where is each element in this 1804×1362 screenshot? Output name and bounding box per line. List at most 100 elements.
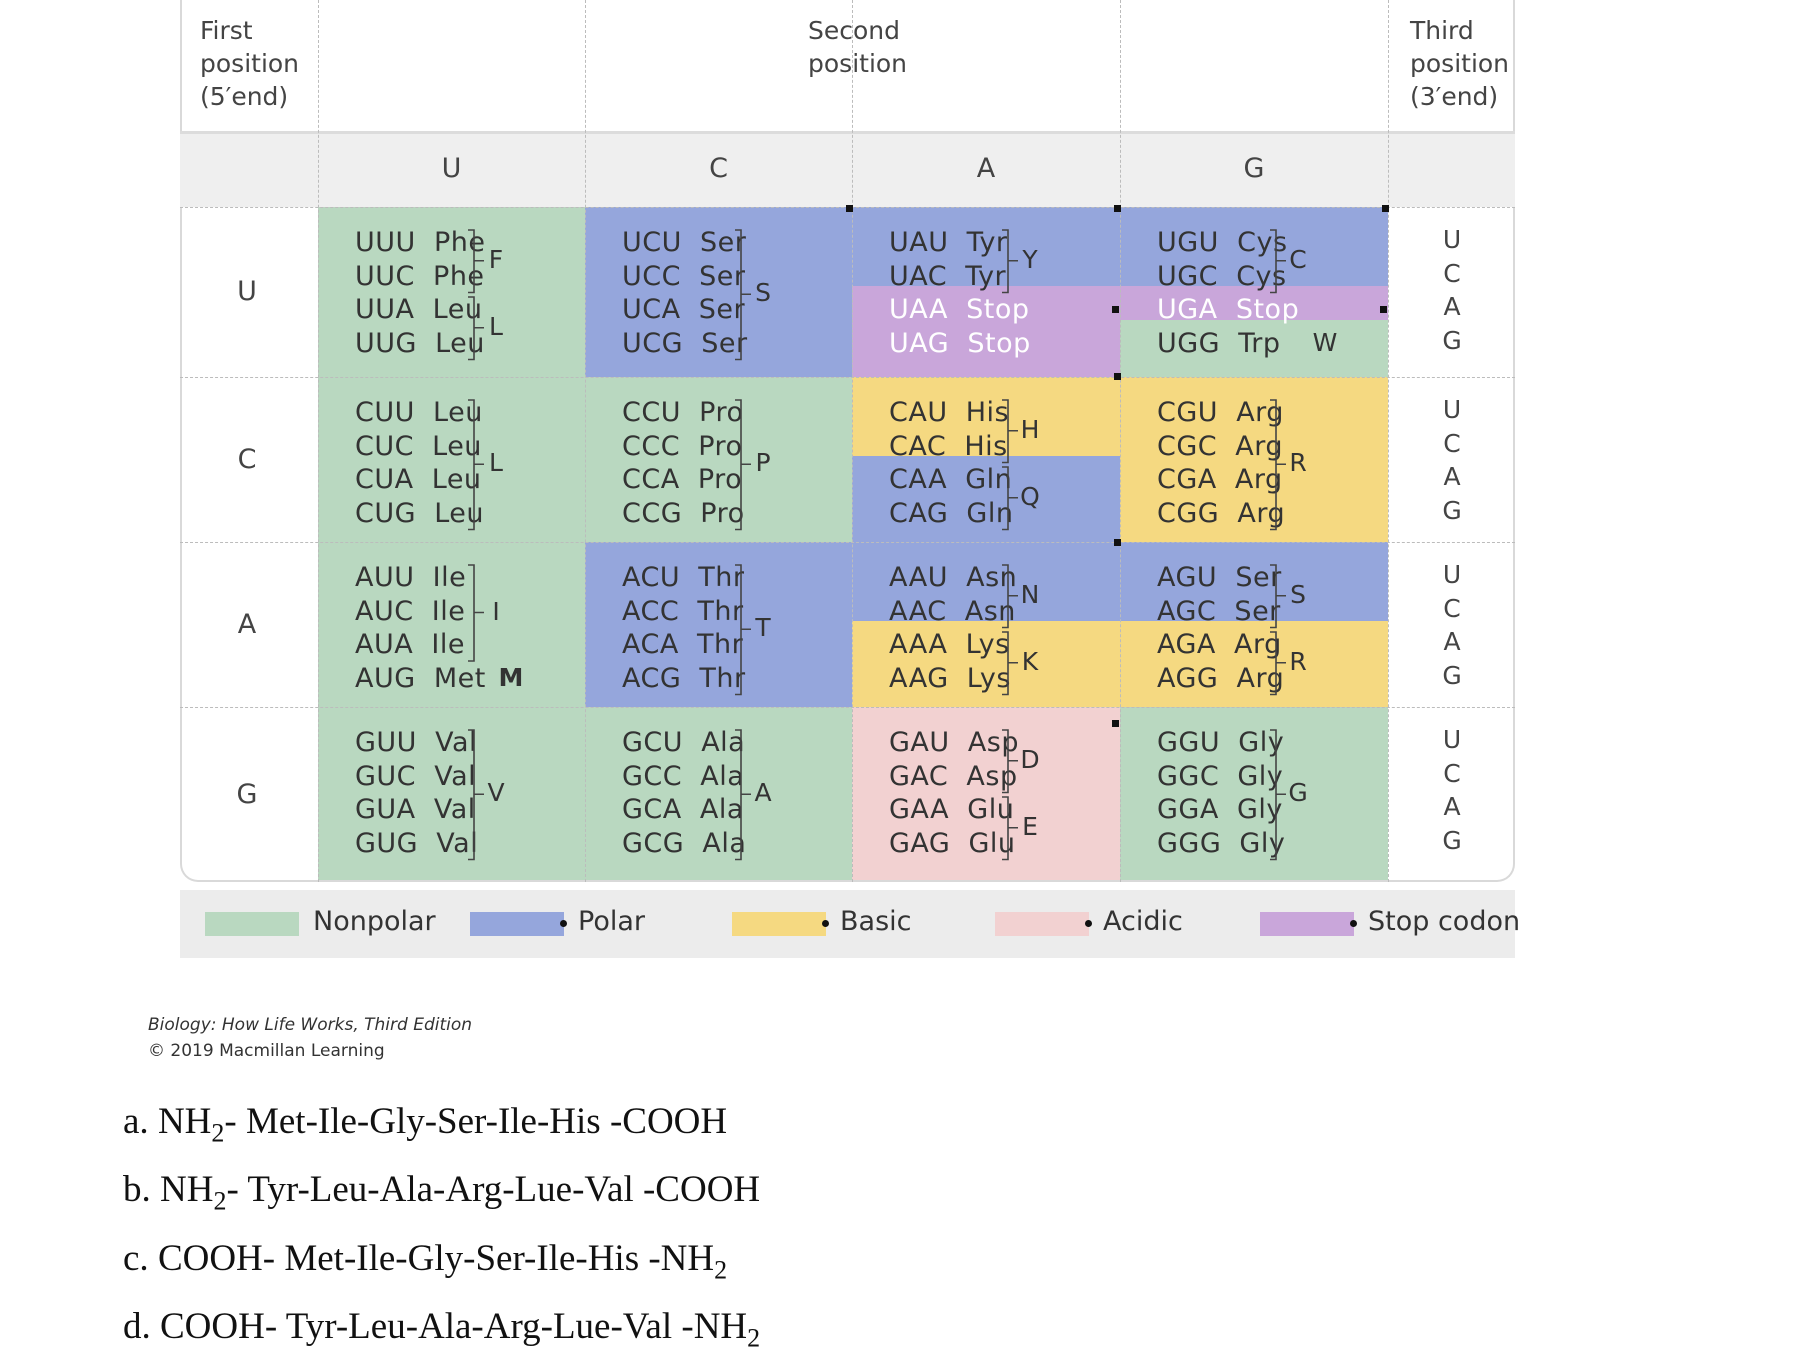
- first-position-u: U: [237, 276, 257, 307]
- option-separator: -: [264, 1306, 286, 1347]
- codon-acc: ACC Thr: [622, 595, 744, 627]
- color-block-polar: [585, 207, 852, 377]
- codon-ucg: UCG Ser: [622, 327, 748, 359]
- amino-acid-letter: N: [1020, 579, 1040, 609]
- codon-ucc: UCC Ser: [622, 260, 746, 292]
- codon-cuu: CUU Leu: [355, 397, 483, 428]
- third-position-g: G: [1442, 660, 1462, 690]
- color-block-nonpolar: [1120, 320, 1388, 377]
- option-end-terminus: -NH: [639, 1238, 715, 1279]
- brace-bracket: [1002, 229, 1018, 294]
- option-end-terminus: -COOH: [600, 1101, 728, 1142]
- codon-gug: GUG Val: [355, 827, 479, 859]
- third-position-c: C: [1443, 758, 1461, 788]
- first-position-a: A: [237, 608, 257, 640]
- column-header-band: [180, 132, 1515, 207]
- codon-gac: GAC Asp: [889, 760, 1018, 792]
- first-position-g: G: [236, 778, 258, 810]
- codon-uaa: UAA Stop: [889, 294, 1030, 325]
- codon-cgc: CGC Arg: [1157, 430, 1284, 462]
- brace-path: [1270, 229, 1286, 294]
- amino-acid-letter: H: [1020, 414, 1040, 444]
- brace-path: [1270, 564, 1286, 629]
- brace-path: [1270, 729, 1286, 861]
- codon-ggc: GGC Gly: [1157, 760, 1284, 792]
- option-end-terminus: -NH: [672, 1306, 748, 1347]
- codon-uuu: UUU Phe: [355, 227, 486, 258]
- brace-bracket: [1270, 631, 1286, 696]
- option-start-terminus: COOH: [160, 1306, 265, 1347]
- amino-acid-letter: E: [1022, 811, 1038, 841]
- color-block-basic: [852, 621, 1120, 707]
- brace-path: [1002, 466, 1018, 531]
- codon-aag: AAG Lys: [889, 662, 1011, 694]
- color-block-polar: [852, 456, 1120, 542]
- option-end-subscript: 2: [714, 1255, 728, 1285]
- option-separator: -: [226, 1169, 248, 1210]
- amino-acid-letter: R: [1289, 646, 1307, 676]
- second-position-g: G: [1243, 153, 1265, 184]
- codon-cug: CUG Leu: [355, 497, 484, 529]
- corner-marker: [846, 205, 853, 212]
- brace-bracket: [735, 229, 751, 361]
- grid-horizontal-line: [180, 707, 1515, 708]
- third-position-c: C: [1443, 258, 1461, 288]
- codon-cau: CAU His: [889, 397, 1010, 428]
- legend-marker-dot: [560, 920, 567, 927]
- codon-agu: AGU Ser: [1157, 562, 1282, 593]
- color-block-nonpolar: [318, 377, 585, 542]
- legend-swatch-nonpolar: [205, 912, 299, 936]
- third-position-line-1: Third: [1410, 16, 1474, 45]
- codon-aau: AAU Asn: [889, 562, 1018, 593]
- color-block-basic: [852, 377, 1120, 456]
- color-block-polar: [852, 207, 1120, 286]
- first-position-line-3: (5′end): [200, 82, 289, 111]
- brace-path: [468, 399, 484, 531]
- codon-cua: CUA Leu: [355, 464, 482, 495]
- brace-bracket: [1002, 796, 1018, 861]
- legend-label-nonpolar: Nonpolar: [313, 906, 436, 937]
- option-start-terminus: NH: [160, 1169, 214, 1210]
- grid-vertical-line: [852, 0, 853, 882]
- legend-marker-dot: [1085, 920, 1092, 927]
- codon-cga: CGA Arg: [1157, 464, 1283, 495]
- amino-acid-letter: R: [1289, 448, 1307, 478]
- codon-gua: GUA Val: [355, 794, 476, 825]
- codon-ccg: CCG Pro: [622, 497, 745, 529]
- legend-swatch-basic: [732, 912, 826, 936]
- codon-gcu: GCU Ala: [622, 727, 746, 758]
- brace-path: [1002, 631, 1018, 696]
- amino-acid-letter: K: [1021, 646, 1039, 676]
- codon-ugu: UGU Cys: [1157, 227, 1288, 258]
- first-position-line-2: position: [200, 49, 300, 78]
- answer-option-a: a. NH2- Met-Ile-Gly-Ser-Ile-His -COOH: [123, 1100, 727, 1148]
- brace-bracket: [1002, 729, 1018, 794]
- codon-gcg: GCG Ala: [622, 827, 747, 859]
- amino-acid-letter: A: [754, 778, 772, 808]
- codon-cgg: CGG Arg: [1157, 497, 1286, 529]
- first-position-line-1: First: [200, 16, 253, 45]
- amino-acid-letter: T: [755, 613, 771, 643]
- header-divider: [180, 131, 1515, 134]
- brace-bracket: [1002, 564, 1018, 629]
- brace-bracket: [468, 729, 484, 861]
- codon-ugc: UGC Cys: [1157, 260, 1287, 292]
- codon-cgu: CGU Arg: [1157, 397, 1284, 428]
- color-block-nonpolar: [585, 707, 852, 880]
- codon-gga: GGA Gly: [1157, 794, 1283, 825]
- credit-copyright: © 2019 Macmillan Learning: [148, 1041, 385, 1061]
- second-position-c: C: [709, 153, 728, 184]
- codon-uac: UAC Tyr: [889, 260, 1007, 292]
- brace-bracket: [1270, 564, 1286, 629]
- brace-path: [1002, 796, 1018, 861]
- color-block-nonpolar: [585, 377, 852, 542]
- brace-bracket: [468, 564, 484, 662]
- third-position-line-3: (3′end): [1410, 82, 1499, 111]
- color-block-basic: [1120, 621, 1388, 707]
- brace-path: [468, 564, 484, 662]
- third-position-g: G: [1442, 495, 1462, 525]
- brace-path: [735, 229, 751, 361]
- brace-bracket: [468, 296, 484, 361]
- grid-horizontal-line: [180, 542, 1515, 543]
- color-block-polar: [1120, 542, 1388, 621]
